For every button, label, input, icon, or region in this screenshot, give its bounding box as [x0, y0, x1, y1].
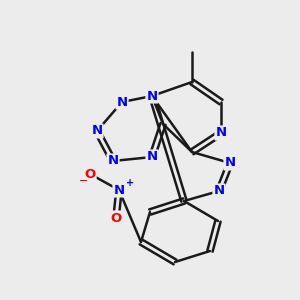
Text: N: N [116, 95, 128, 109]
Text: N: N [92, 124, 103, 137]
Text: N: N [146, 151, 158, 164]
Text: N: N [213, 184, 225, 197]
Text: N: N [224, 157, 236, 169]
Text: N: N [107, 154, 118, 167]
Text: −: − [79, 176, 89, 186]
Text: O: O [110, 212, 122, 224]
Text: O: O [84, 167, 96, 181]
Text: N: N [113, 184, 124, 196]
Text: N: N [215, 127, 226, 140]
Text: +: + [126, 178, 134, 188]
Text: N: N [146, 89, 158, 103]
